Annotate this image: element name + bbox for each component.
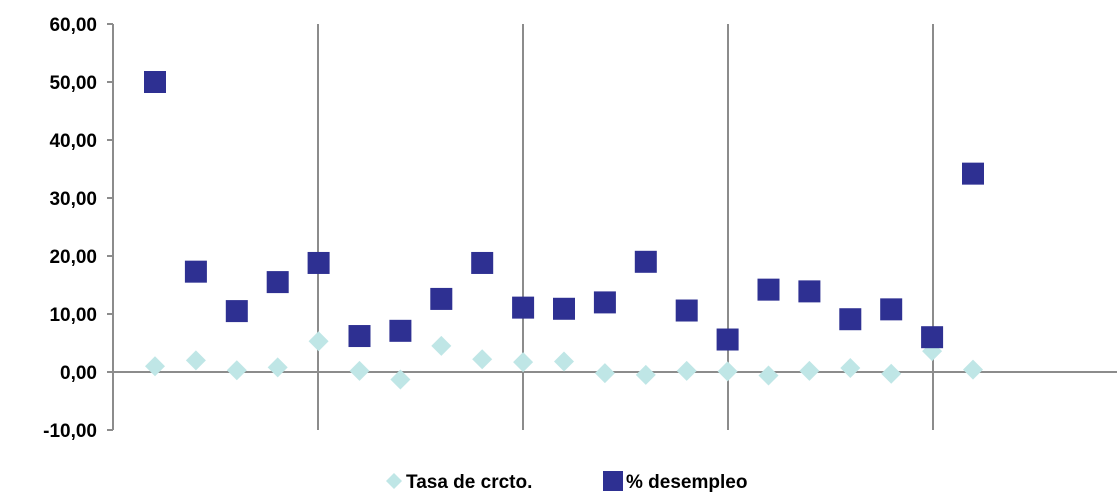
desempleo-point: [266, 271, 289, 294]
legend-label-series-2: % desempleo: [626, 472, 747, 493]
tasa-crcto-point: [431, 335, 452, 356]
desempleo-point: [839, 308, 862, 331]
desempleo-point: [634, 250, 657, 273]
y-tick-label: 50,00: [49, 73, 97, 94]
tasa-crcto-point: [594, 363, 615, 384]
legend-diamond-marker: [386, 473, 402, 489]
tasa-crcto-point: [349, 360, 370, 381]
desempleo-point: [184, 260, 207, 283]
tasa-crcto-point: [308, 331, 329, 352]
y-tick-label: 10,00: [49, 305, 97, 326]
desempleo-point: [348, 325, 371, 348]
desempleo-point: [798, 280, 821, 303]
tasa-crcto-point: [226, 360, 247, 381]
desempleo-point: [880, 298, 903, 321]
tasa-crcto-point: [635, 364, 656, 385]
tasa-crcto-point: [185, 350, 206, 371]
tasa-crcto-point: [963, 359, 983, 380]
tasa-crcto-point: [799, 360, 820, 381]
y-tick-label: -10,00: [43, 421, 97, 442]
desempleo-point: [144, 71, 166, 93]
desempleo-point: [430, 287, 453, 310]
tasa-crcto-point: [267, 357, 288, 378]
axis-layer: 60,00 50,00 40,00 30,00 20,00 10,00 0,00 -10,00: [43, 15, 1117, 442]
y-tick-label: 60,00: [49, 15, 97, 36]
desempleo-point: [716, 328, 739, 351]
tasa-crcto-point: [717, 361, 738, 382]
tasa-crcto-point: [554, 351, 574, 372]
desempleo-point: [675, 299, 698, 322]
tasa-crcto-point: [513, 352, 534, 373]
tasa-crcto-point: [758, 365, 779, 386]
desempleo-point: [225, 300, 248, 323]
desempleo-point: [307, 251, 330, 274]
tasa-crcto-point: [472, 349, 493, 370]
tasa-crcto-point: [881, 363, 902, 384]
desempleo-point: [757, 278, 780, 301]
desempleo-point: [389, 319, 412, 342]
legend-item-series-2: % desempleo: [603, 471, 747, 493]
y-tick-label: 30,00: [49, 189, 97, 210]
legend-item-series-1: Tasa de crcto.: [386, 472, 532, 493]
desempleo-point: [962, 162, 984, 185]
desempleo-point: [553, 297, 575, 320]
marks-layer: [144, 71, 984, 390]
y-tick-label: 40,00: [49, 131, 97, 152]
desempleo-point: [593, 291, 616, 314]
legend-square-marker: [603, 471, 623, 491]
tasa-crcto-point: [840, 357, 861, 378]
y-tick-label: 20,00: [49, 247, 97, 268]
tasa-crcto-point: [145, 356, 165, 377]
tasa-crcto-point: [390, 369, 411, 390]
desempleo-point: [512, 296, 535, 319]
tasa-crcto-point: [676, 360, 697, 381]
legend-label-series-1: Tasa de crcto.: [406, 472, 532, 493]
grid-layer: [317, 24, 934, 430]
legend: Tasa de crcto. % desempleo: [386, 471, 747, 493]
desempleo-point: [921, 326, 944, 349]
y-tick-label: 0,00: [60, 363, 97, 384]
desempleo-point: [471, 251, 494, 274]
